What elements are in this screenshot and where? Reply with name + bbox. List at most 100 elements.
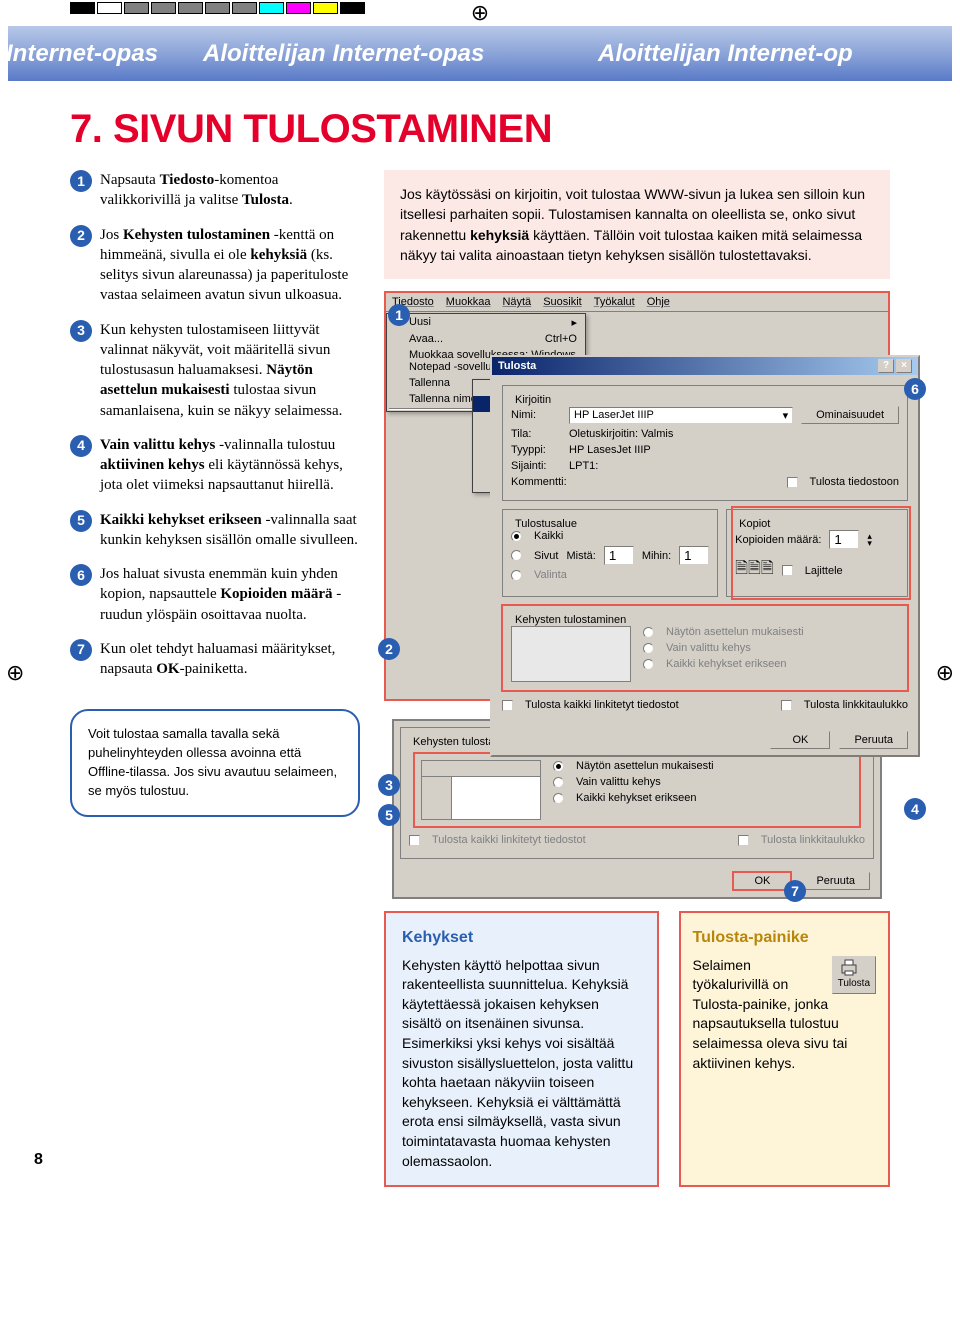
spinner-icon[interactable]: ▴▾: [867, 533, 872, 547]
collate-label: Lajittele: [805, 565, 843, 577]
step-2: 2Jos Kehysten tulostaminen -kenttä on hi…: [70, 225, 360, 306]
kehykset-title: Kehykset: [402, 927, 641, 949]
properties-button[interactable]: Ominaisuudet: [801, 406, 899, 424]
step-7: 7Kun olet tehdyt haluamasi määritykset, …: [70, 639, 360, 680]
opt2-radio[interactable]: [643, 643, 654, 654]
menuitem[interactable]: Uusi▸: [387, 314, 585, 331]
menu-työkalut[interactable]: Työkalut: [594, 296, 635, 308]
range-fieldset: Tulostusalue Kaikki Sivut Mistä: Mihin: …: [502, 509, 718, 597]
collate-checkbox[interactable]: [782, 565, 793, 576]
menuitem[interactable]: Avaa...Ctrl+O: [387, 331, 585, 347]
step-num-7: 7: [70, 639, 92, 661]
help-icon[interactable]: ?: [878, 359, 894, 373]
opt3-label-2: Kaikki kehykset erikseen: [576, 792, 696, 804]
menu-suosikit[interactable]: Suosikit: [543, 296, 582, 308]
tofile-label: Tulosta tiedostoon: [810, 476, 899, 488]
opt2-radio-2[interactable]: [553, 777, 564, 788]
dialog-title: Tulosta: [498, 360, 536, 372]
step-6: 6Jos haluat sivusta enemmän kuin yhden k…: [70, 564, 360, 625]
copies-input[interactable]: [829, 530, 859, 549]
step-num-1: 1: [70, 170, 92, 192]
name-label: Nimi:: [511, 409, 561, 421]
menu-ohje[interactable]: Ohje: [647, 296, 670, 308]
opt1-label-2: Näytön asettelun mukaisesti: [576, 760, 714, 772]
selection-radio[interactable]: [511, 570, 522, 581]
step-3: 3Kun kehysten tulostamiseen liittyvät va…: [70, 320, 360, 421]
illustration-column: Jos käytössäsi on kirjoitin, voit tulost…: [384, 170, 890, 1187]
step-text-4: Vain valittu kehys -valinnalla tulostuu …: [100, 435, 360, 496]
ok-button[interactable]: OK: [770, 731, 830, 749]
location-value: LPT1:: [569, 460, 598, 472]
step-text-1: Napsauta Tiedosto-komentoa valikkorivill…: [100, 170, 360, 211]
kehykset-box: Kehykset Kehysten käyttö helpottaa sivun…: [384, 911, 659, 1187]
printer-legend: Kirjoitin: [511, 394, 899, 406]
kehykset-body: Kehysten käyttö helpottaa sivun rakentee…: [402, 957, 633, 1169]
print-dialog: Tulosta ? × Kirjoitin Nimi: HP LaserJet …: [490, 355, 920, 757]
callout-2: 2: [378, 638, 400, 660]
menubar: TiedostoMuokkaaNäytäSuosikitTyökalutOhje: [386, 293, 888, 312]
banner-text-2: Aloittelijan Internet-opas: [203, 40, 484, 68]
linktable-label-2: Tulosta linkkitaulukko: [761, 834, 865, 846]
copies-label: Kopioiden määrä:: [735, 534, 821, 546]
linked-checkbox[interactable]: [502, 700, 513, 711]
header-banner: Internet-opas Aloittelijan Internet-opas…: [8, 26, 952, 81]
opt3-label: Kaikki kehykset erikseen: [666, 658, 786, 670]
tulosta-title: Tulosta-painike: [693, 927, 876, 949]
to-label: Mihin:: [642, 550, 671, 562]
cancel-button[interactable]: Peruuta: [839, 731, 908, 749]
opt3-radio[interactable]: [643, 659, 654, 670]
copies-legend: Kopiot: [735, 518, 899, 530]
tofile-checkbox[interactable]: [787, 477, 798, 488]
callout-3: 3: [378, 774, 400, 796]
from-input[interactable]: [604, 546, 634, 565]
frames-fieldset: Kehysten tulostaminen Näytön asettelun m…: [502, 605, 908, 691]
all-label: Kaikki: [534, 530, 563, 542]
tip-text: Voit tulostaa samalla tavalla sekä puhel…: [88, 726, 337, 798]
linktable-label: Tulosta linkkitaulukko: [804, 699, 908, 711]
frame-preview-active-icon: [421, 760, 541, 820]
all-radio[interactable]: [511, 531, 522, 542]
screenshot-main: TiedostoMuokkaaNäytäSuosikitTyökalutOhje…: [384, 291, 890, 701]
to-input[interactable]: [679, 546, 709, 565]
linked-label: Tulosta kaikki linkitetyt tiedostot: [525, 699, 679, 711]
callout-1: 1: [388, 304, 410, 326]
toolbar-print-button[interactable]: Tulosta: [832, 956, 876, 994]
opt2-label: Vain valittu kehys: [666, 642, 751, 654]
banner-text-3: Aloittelijan Internet-op: [598, 40, 853, 68]
printer-select[interactable]: HP LaserJet IIIP▾: [569, 407, 793, 424]
dialog-titlebar: Tulosta ? ×: [492, 357, 918, 375]
printer-fieldset: Kirjoitin Nimi: HP LaserJet IIIP▾ Ominai…: [502, 385, 908, 501]
step-1: 1 Napsauta Tiedosto-komentoa valikkorivil…: [70, 170, 360, 211]
step-4: 4Vain valittu kehys -valinnalla tulostuu…: [70, 435, 360, 496]
print-btn-label: Tulosta: [838, 978, 870, 989]
printer-name-value: HP LaserJet IIIP: [574, 409, 654, 421]
location-label: Sijainti:: [511, 460, 561, 472]
callout-4: 4: [904, 798, 926, 820]
callout-6: 6: [904, 378, 926, 400]
linktable-checkbox[interactable]: [781, 700, 792, 711]
frame-preview-icon: [511, 626, 631, 682]
close-icon[interactable]: ×: [896, 359, 912, 373]
linked-checkbox-2[interactable]: [409, 835, 420, 846]
opt3-radio-2[interactable]: [553, 793, 564, 804]
comment-label: Kommentti:: [511, 476, 567, 488]
page-title: 7. SIVUN TULOSTAMINEN: [70, 107, 960, 152]
banner-text-1: Internet-opas: [8, 40, 158, 68]
type-label: Tyyppi:: [511, 444, 561, 456]
step-num-5: 5: [70, 510, 92, 532]
menu-muokkaa[interactable]: Muokkaa: [446, 296, 491, 308]
tip-box: Voit tulostaa samalla tavalla sekä puhel…: [70, 709, 360, 816]
step-text-3: Kun kehysten tulostamiseen liittyvät val…: [100, 320, 360, 421]
linktable-checkbox-2[interactable]: [738, 835, 749, 846]
pages-radio[interactable]: [511, 550, 522, 561]
tulosta-body: Selaimen työkalurivillä on Tulosta-paini…: [693, 957, 848, 1071]
menu-näytä[interactable]: Näytä: [502, 296, 531, 308]
opt1-radio-2[interactable]: [553, 761, 564, 772]
cancel-button-2[interactable]: Peruuta: [801, 872, 870, 890]
callout-7: 7: [784, 880, 806, 902]
selection-label: Valinta: [534, 569, 567, 581]
opt1-radio[interactable]: [643, 627, 654, 638]
page-number: 8: [34, 1151, 43, 1169]
pages-label: Sivut: [534, 550, 558, 562]
step-num-6: 6: [70, 564, 92, 586]
